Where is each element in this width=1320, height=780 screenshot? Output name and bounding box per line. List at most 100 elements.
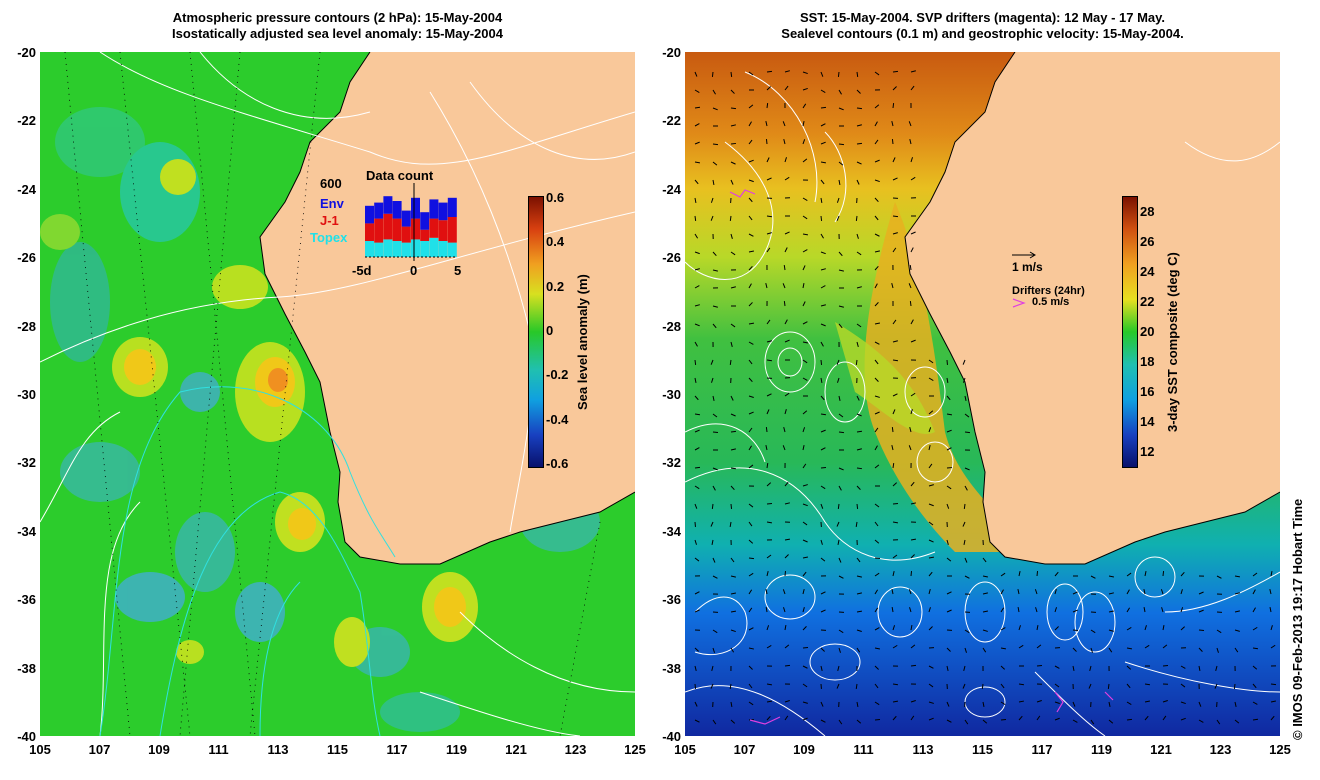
velocity-arrow	[892, 644, 898, 649]
velocity-arrow	[1090, 719, 1095, 725]
velocity-arrow	[909, 264, 912, 271]
velocity-arrow	[962, 521, 966, 527]
velocity-arrow	[712, 467, 718, 471]
velocity-arrow	[802, 556, 809, 559]
right-xtick: 121	[1150, 742, 1172, 757]
velocity-arrow	[766, 700, 773, 703]
velocity-arrow	[782, 445, 786, 451]
velocity-arrow	[892, 502, 899, 505]
velocity-arrow	[892, 409, 896, 415]
velocity-arrow	[838, 485, 842, 491]
velocity-arrow	[694, 719, 700, 723]
velocity-arrow	[802, 249, 808, 253]
velocity-arrow	[1090, 629, 1096, 634]
velocity-arrow	[910, 481, 915, 487]
velocity-arrow	[784, 644, 790, 649]
velocity-arrow	[694, 701, 698, 707]
velocity-arrow	[820, 359, 823, 366]
velocity-arrow	[836, 521, 840, 527]
velocity-arrow	[712, 647, 716, 653]
velocity-arrow	[856, 286, 862, 289]
velocity-arrow	[712, 269, 718, 272]
velocity-arrow	[928, 377, 934, 381]
velocity-arrow	[712, 323, 717, 329]
velocity-arrow	[982, 592, 988, 595]
velocity-arrow	[802, 626, 807, 631]
velocity-arrow	[694, 179, 699, 185]
velocity-arrow	[874, 197, 879, 203]
velocity-arrow	[766, 683, 773, 686]
velocity-arrow	[908, 445, 912, 451]
velocity-arrow	[766, 393, 772, 397]
legend-topex: Topex	[310, 230, 348, 245]
sea-level-colorbar-tick: 0	[546, 323, 554, 338]
velocity-arrow	[946, 665, 949, 671]
velocity-arrow	[874, 395, 880, 398]
velocity-arrow	[838, 575, 844, 579]
velocity-arrow	[802, 589, 805, 595]
velocity-arrow	[1000, 665, 1006, 670]
velocity-arrow	[765, 606, 768, 613]
velocity-arrow	[820, 304, 826, 307]
velocity-arrow	[946, 447, 952, 451]
velocity-arrow	[892, 700, 899, 703]
right-xtick: 123	[1209, 742, 1232, 757]
velocity-arrow	[748, 359, 753, 365]
velocity-arrow	[694, 591, 700, 595]
velocity-arrow	[946, 557, 952, 562]
left-xtick: 117	[386, 742, 408, 757]
velocity-arrow	[856, 467, 863, 470]
velocity-arrow	[856, 323, 862, 328]
velocity-arrow	[766, 644, 772, 649]
velocity-arrow	[748, 322, 755, 325]
sea-level-colorbar-title: Sea level anomaly (m)	[575, 274, 590, 410]
left-xtick: 105	[29, 742, 51, 757]
velocity-arrow	[874, 503, 880, 508]
velocity-arrow	[694, 123, 700, 127]
inset-bar-segment	[374, 202, 384, 219]
left-ytick: -20	[17, 45, 36, 60]
right-xtick: 125	[1269, 742, 1291, 757]
velocity-arrow	[892, 554, 898, 559]
right-xtick: 107	[733, 742, 756, 757]
sst-map	[685, 52, 1280, 736]
velocity-arrow	[928, 717, 934, 721]
velocity-arrow	[838, 89, 842, 95]
velocity-arrow	[1126, 627, 1132, 631]
inset-bar-segment	[438, 241, 448, 257]
velocity-arrow	[1269, 589, 1272, 595]
velocity-arrow	[694, 161, 701, 164]
velocity-arrow	[946, 591, 952, 595]
sst-colorbar-tick: 26	[1140, 234, 1155, 249]
velocity-arrow	[1072, 701, 1076, 707]
left-xtick: 125	[624, 742, 646, 757]
velocity-arrow	[1072, 647, 1077, 652]
velocity-arrow	[838, 395, 841, 401]
left-xtick: 113	[267, 742, 289, 757]
velocity-arrow	[892, 571, 895, 577]
velocity-arrow	[1126, 647, 1133, 650]
velocity-arrow	[802, 410, 808, 415]
velocity-arrow	[765, 138, 768, 145]
sea-level-anomaly-map	[40, 52, 635, 736]
velocity-arrow	[856, 89, 861, 94]
velocity-arrow	[874, 683, 879, 689]
velocity-arrow	[892, 102, 895, 109]
velocity-arrow	[710, 215, 714, 221]
velocity-arrow	[963, 503, 966, 510]
velocity-arrow	[802, 265, 806, 271]
velocity-arrow	[892, 247, 897, 253]
left-ytick: -40	[17, 729, 36, 744]
velocity-arrow	[1270, 715, 1275, 721]
velocity-arrow	[962, 377, 966, 383]
velocity-arrow	[766, 70, 773, 73]
velocity-arrow	[874, 159, 880, 163]
velocity-arrow	[694, 141, 700, 145]
velocity-arrow	[837, 71, 840, 78]
left-ytick: -36	[17, 592, 36, 608]
velocity-arrow	[1036, 664, 1043, 667]
velocity-arrow	[1108, 629, 1114, 632]
velocity-arrow	[891, 445, 894, 451]
velocity-arrow	[694, 71, 698, 77]
velocity-arrow	[711, 539, 714, 546]
